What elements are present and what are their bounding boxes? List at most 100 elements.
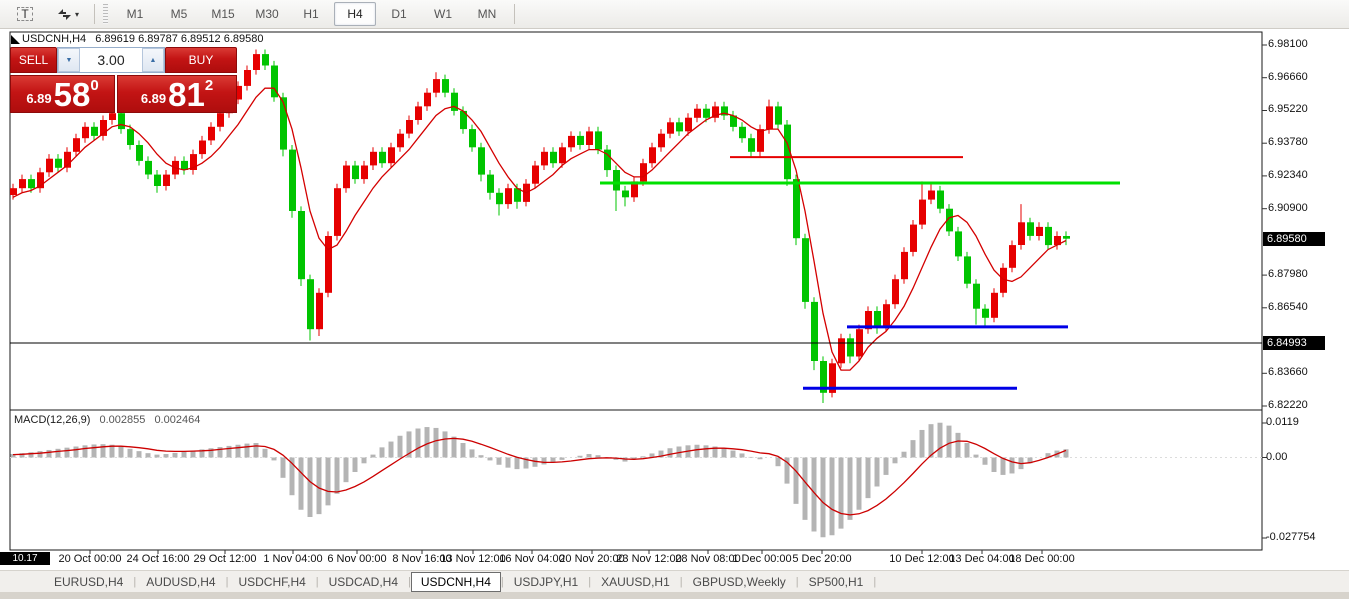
macd-name: MACD(12,26,9) [14,414,91,426]
candle-body [793,179,800,239]
sell-price-button[interactable]: 6.89 58 0 [10,75,115,113]
candle-body [694,108,701,118]
timeframe-button-h1[interactable]: H1 [303,7,319,21]
candle-body [397,133,404,148]
chart-tab-usdcnh[interactable]: USDCNH,H4 [410,571,501,592]
candle-body [442,79,449,93]
candle-body [181,160,188,170]
tab-separator: | [225,575,229,588]
text-tool-icon: T [17,7,33,21]
timeframe-button-m30[interactable]: M30 [255,7,279,21]
candle-body [370,151,377,166]
candle-body [307,279,314,330]
chart-tab-eurusd[interactable]: EURUSD,H4 [54,574,124,589]
candle-body [955,231,962,257]
toolbar: T ▾ M1 M5 M15 M30 H1 H4 D1 W1 MN [0,0,1349,29]
candle-body [892,279,899,305]
tab-separator: | [795,575,799,588]
chart-tab-usdjpy[interactable]: USDJPY,H1 [513,574,579,589]
timeframe-button-w1[interactable]: W1 [434,7,452,21]
candle-body [64,151,71,168]
chart-svg [9,31,1267,554]
candle-body [667,122,674,134]
tile-windows-button[interactable]: ▾ [48,2,88,26]
spinner-up-icon: ▲ [149,56,157,64]
bid-price-badge: 6.89580 [1263,232,1325,246]
timeframe-button-m1[interactable]: M1 [126,7,144,21]
chart-start-marker-icon [11,35,20,44]
candle-body [676,122,683,132]
chart-tab-usdcad[interactable]: USDCAD,H4 [328,574,398,589]
candle-body [1045,226,1052,246]
buy-price-button[interactable]: 6.89 81 2 [117,75,237,113]
candle-body [775,106,782,125]
chart-symbol-label: USDCNH,H4 [22,33,87,45]
candle-body [37,172,44,189]
volume-increase-button[interactable]: ▲ [142,48,164,72]
candle-body [604,149,611,171]
candle-body [622,190,629,198]
date-tick-label: 10 Dec 12:00 [889,553,955,565]
tab-separator: | [679,575,683,588]
price-tick-label: 6.82220 [1268,399,1308,411]
candle-body [847,338,854,357]
price-tick-label: 6.92340 [1268,169,1308,181]
candle-body [46,158,53,173]
timeframe-button-mn[interactable]: MN [477,7,497,21]
sell-button[interactable]: SELL [10,47,57,73]
candle-body [208,126,215,141]
chart-tab-usdchf[interactable]: USDCHF,H4 [238,574,306,589]
date-tick-label: 6 Nov 00:00 [327,553,387,565]
buy-button[interactable]: BUY [165,47,237,73]
price-tick-label: 6.90900 [1268,202,1308,214]
candle-body [784,124,791,180]
macd-indicator-label: MACD(12,26,9) 0.002855 0.002464 [14,414,200,426]
candle-body [1018,222,1025,245]
date-tick-label: 16 Nov 04:00 [499,553,565,565]
buy-price-prefix: 6.89 [140,91,167,106]
candle-body [235,85,242,100]
candle-body [82,126,89,139]
candle-body [1036,226,1043,236]
date-tick-label: 1 Nov 04:00 [263,553,323,565]
candle-body [658,133,665,148]
date-tick-label: 20 Oct 00:00 [58,553,122,565]
volume-stepper: ▼ ▲ [57,47,165,73]
chart-tab-sp500[interactable]: SP500,H1 [808,574,864,589]
candle-body [406,120,413,134]
timeframe-button-d1[interactable]: D1 [391,7,407,21]
date-tick-label: 5 Dec 20:00 [792,553,852,565]
macd-main-value: 0.002855 [99,414,146,426]
candle-body [289,149,296,211]
date-tick-label: 8 Nov 16:00 [392,553,452,565]
candle-body [334,188,341,236]
candle-body [433,79,440,93]
date-tick-label: 29 Oct 12:00 [193,553,257,565]
chart-tab-audusd[interactable]: AUDUSD,H4 [146,574,216,589]
candle-body [1054,236,1061,246]
volume-decrease-button[interactable]: ▼ [58,48,80,72]
candle-body [109,113,116,120]
timeframe-button-m15[interactable]: M15 [211,7,235,21]
volume-input[interactable] [80,48,142,72]
toolbar-grip-handle[interactable] [103,4,108,24]
sell-price-prefix: 6.89 [26,91,52,106]
candle-body [91,126,98,136]
candle-body [802,238,809,302]
candle-body [55,158,62,168]
candle-body [748,138,755,152]
timeframe-button-m5[interactable]: M5 [170,7,188,21]
candle-body [829,363,836,393]
macd-pane-frame [9,409,1263,551]
buy-price-main: 81 [168,76,205,113]
chart-canvas[interactable]: USDCNH,H4 6.89619 6.89787 6.89512 6.8958… [0,29,1349,569]
text-tool-button[interactable]: T [4,2,46,26]
chart-tab-gbpusd[interactable]: GBPUSD,Weekly [692,574,786,589]
candle-body [154,174,161,186]
candle-body [1027,222,1034,236]
timeframe-button-h4[interactable]: H4 [334,2,376,26]
chart-tab-xauusd[interactable]: XAUUSD,H1 [601,574,670,589]
candle-body [757,129,764,152]
candle-body [532,165,539,184]
candle-body [811,301,818,361]
